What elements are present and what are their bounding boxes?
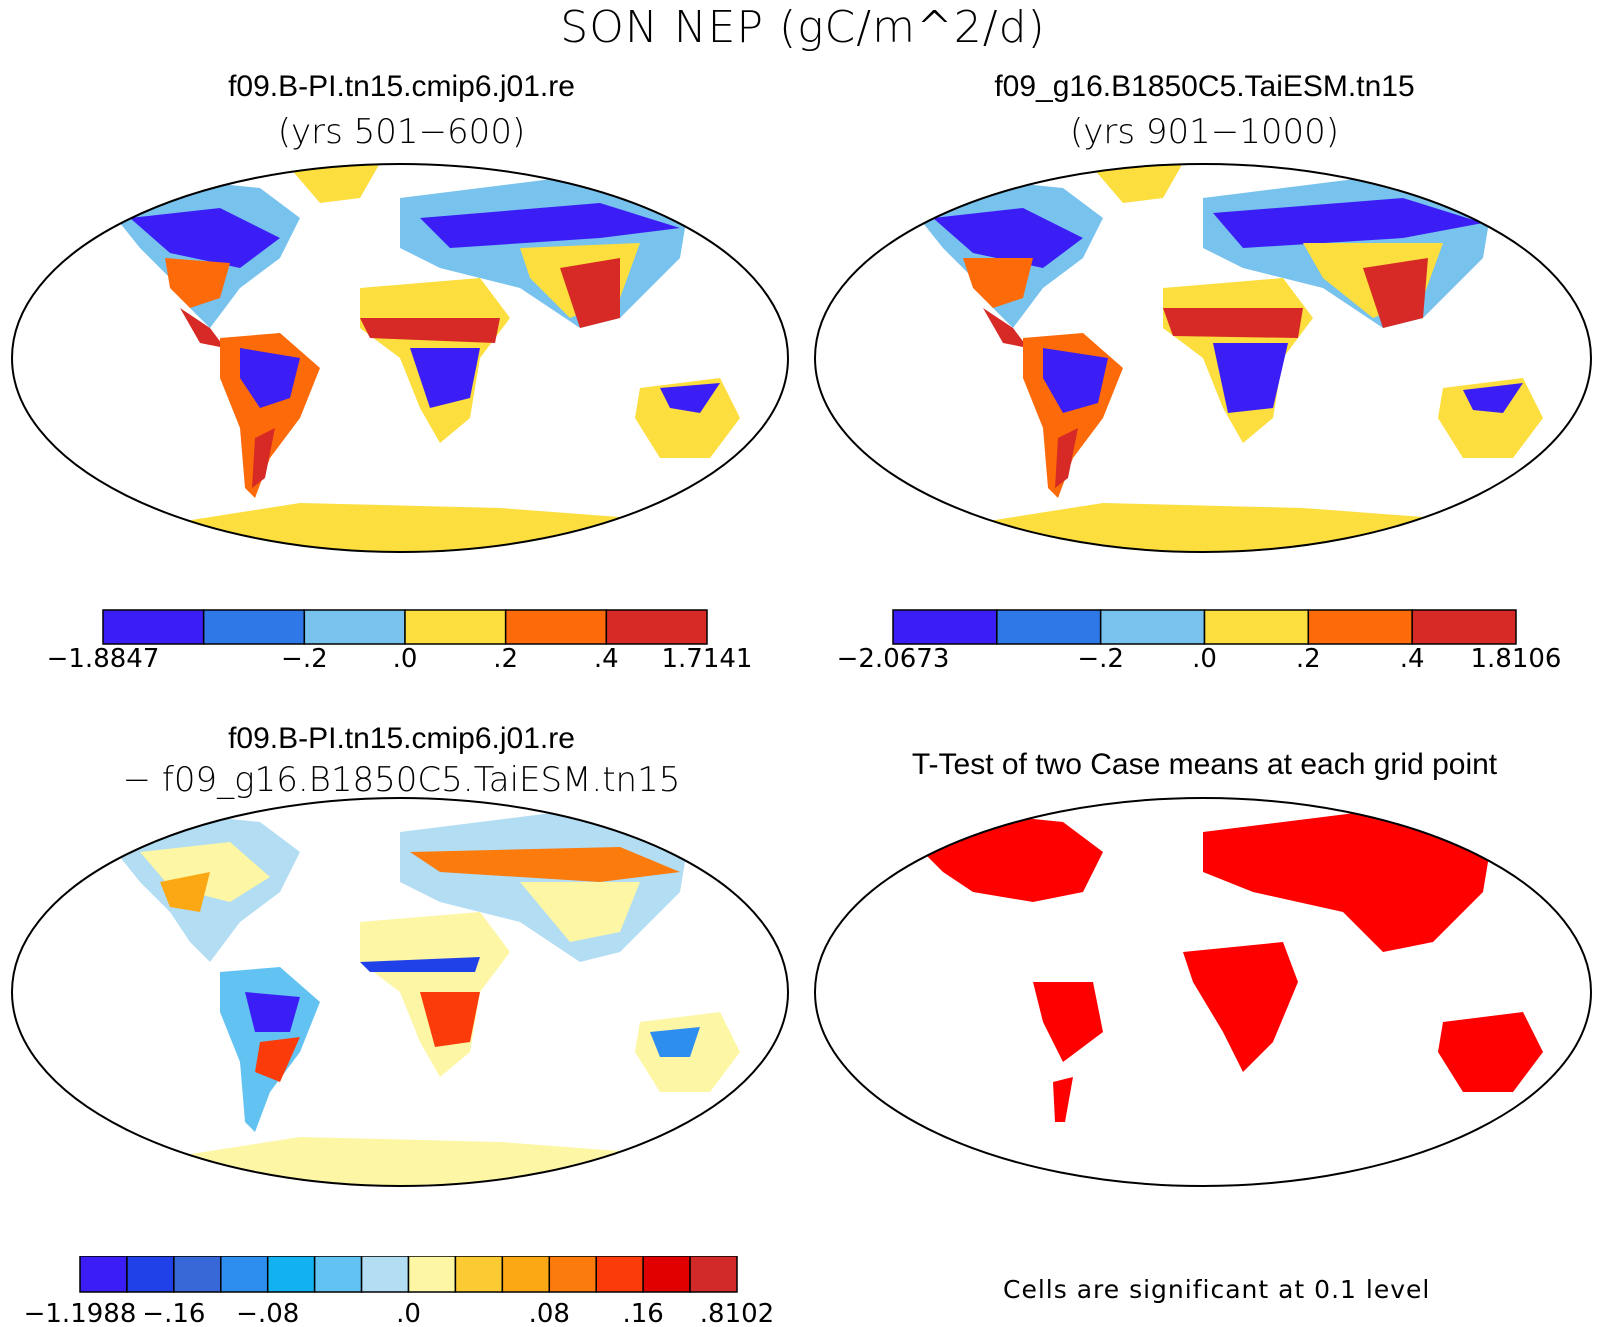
colorbar-label: .0 — [396, 1299, 421, 1327]
colorbar-swatch — [501, 1256, 551, 1293]
colorbar-swatch — [360, 1256, 410, 1293]
colorbar-label: .0 — [393, 644, 418, 674]
colorbar-swatch — [642, 1256, 691, 1293]
colorbar-label: −.16 — [142, 1299, 205, 1327]
map-panel-3 — [11, 797, 789, 1187]
colorbar-swatch — [454, 1256, 504, 1293]
colorbar-label: −1.8847 — [47, 644, 160, 674]
colorbar-swatch — [504, 609, 608, 645]
colorbar-swatch — [1203, 609, 1310, 645]
colorbar-swatch — [202, 609, 306, 645]
colorbar-label: .2 — [493, 644, 518, 674]
map-panel-2 — [814, 163, 1592, 553]
colorbar-label: −.08 — [236, 1299, 299, 1327]
colorbar-swatch — [1307, 609, 1413, 645]
colorbar-label: .4 — [1400, 644, 1425, 674]
map-panel-4 — [814, 797, 1592, 1187]
panel-2-title: f09_g16.B1850C5.TaiESM.tn15 — [994, 70, 1415, 103]
panel-3-subtitle: − f09_g16.B1850C5.TaiESM.tn15 — [122, 760, 681, 800]
colorbar-label: −.2 — [281, 644, 328, 674]
colorbar-swatch — [173, 1256, 222, 1293]
colorbar-swatch — [892, 609, 998, 645]
colorbar-swatch — [79, 1256, 128, 1293]
map-panel-1 — [11, 163, 789, 553]
colorbar-swatch — [595, 1256, 644, 1293]
colorbar-swatch — [605, 609, 708, 645]
colorbar-swatch — [996, 609, 1102, 645]
panel-4-title: T-Test of two Case means at each grid po… — [911, 748, 1498, 781]
colorbar-swatch — [1411, 609, 1517, 645]
colorbar-swatch — [1099, 609, 1206, 645]
colorbar-swatch — [689, 1256, 738, 1293]
panel-2-subtitle: (yrs 901−1000) — [1069, 112, 1340, 152]
colorbar-panel-3: −1.1988 −.16 −.08 .0 .08 .16 .8102 — [24, 1256, 774, 1327]
colorbar-label: .08 — [529, 1299, 570, 1327]
colorbar-label: .4 — [594, 644, 619, 674]
colorbar-label: .8102 — [700, 1299, 774, 1327]
panel-3-title: f09.B-PI.tn15.cmip6.j01.re — [228, 722, 575, 755]
colorbar-panel-2: −2.0673 −.2 .0 .2 .4 1.8106 — [837, 609, 1562, 674]
colorbar-panel-1: −1.8847 −.2 .0 .2 .4 1.7141 — [47, 609, 753, 674]
colorbar-swatch — [548, 1256, 597, 1293]
colorbar-label: .2 — [1296, 644, 1321, 674]
significance-note: Cells are significant at 0.1 level — [1003, 1275, 1431, 1304]
colorbar-label: 1.8106 — [1471, 644, 1562, 674]
significance-cells — [903, 812, 1543, 1122]
colorbar-swatch — [404, 609, 507, 645]
figure-title: SON NEP (gC/m^2/d) — [560, 2, 1046, 53]
colorbar-swatch — [220, 1256, 269, 1293]
colorbar-swatch — [313, 1256, 363, 1293]
colorbar-swatch — [126, 1256, 175, 1293]
colorbar-swatch — [303, 609, 406, 645]
panel-1-title: f09.B-PI.tn15.cmip6.j01.re — [228, 70, 575, 103]
colorbar-label: −1.1988 — [24, 1299, 137, 1327]
colorbar-label: .16 — [622, 1299, 663, 1327]
colorbar-swatch — [407, 1256, 457, 1293]
colorbar-swatch — [266, 1256, 316, 1293]
colorbar-label: −2.0673 — [837, 644, 950, 674]
colorbar-swatch — [102, 609, 205, 645]
colorbar-label: .0 — [1192, 644, 1217, 674]
panel-1-subtitle: (yrs 501−600) — [277, 112, 526, 152]
colorbar-label: −.2 — [1077, 644, 1124, 674]
colorbar-label: 1.7141 — [662, 644, 753, 674]
